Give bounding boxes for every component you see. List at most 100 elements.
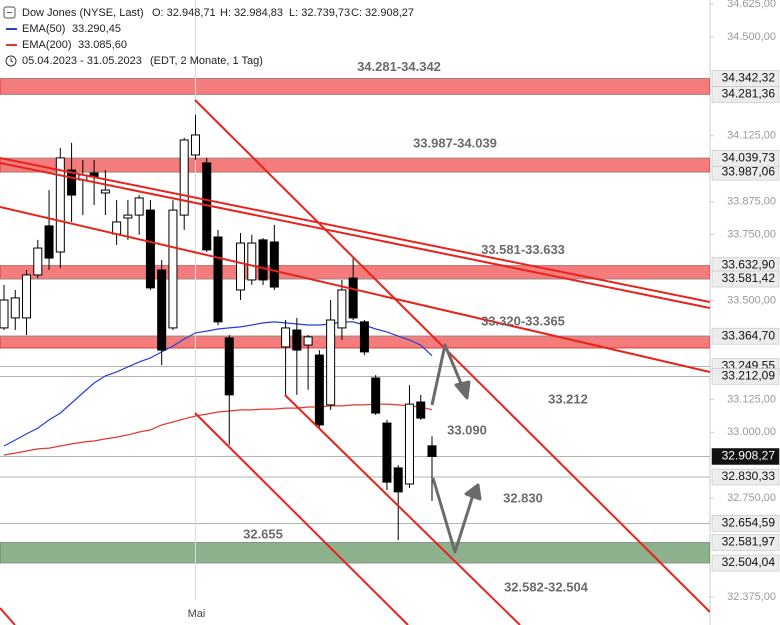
candle-body <box>67 169 77 196</box>
legend-name: EMA(50) <box>22 23 65 35</box>
price-box-label: 34.342,32 <box>722 71 776 85</box>
candle-body <box>33 247 43 276</box>
annotation: 33.212 <box>548 391 588 406</box>
zone <box>0 335 710 349</box>
arrow <box>431 477 476 554</box>
candle-body <box>427 445 437 457</box>
candle-body <box>258 239 268 281</box>
price-box <box>711 448 780 465</box>
trend-line <box>0 607 16 625</box>
y-tick-label: 32.750,00 <box>727 492 776 504</box>
price-box <box>711 149 780 167</box>
price-box <box>711 368 780 385</box>
ohlc-close: C: 32.908,27 <box>351 7 414 19</box>
price-box-label: 33.581,42 <box>722 271 776 285</box>
ema-line <box>3 403 433 456</box>
x-tick-label: Mai <box>188 608 206 620</box>
legend-value: 33.290,45 <box>72 23 121 35</box>
candle-body <box>314 354 324 426</box>
zone <box>0 157 710 173</box>
candle-body <box>348 277 358 319</box>
candle-body <box>213 236 223 323</box>
instrument-title: Dow Jones (NYSE, Last) <box>22 7 144 19</box>
price-box-label: 33.987,06 <box>722 164 776 178</box>
y-tick-label: 33.750,00 <box>727 229 776 241</box>
annotations: 34.281-34.342 33.987-34.039 33.581-33.633 3… <box>243 59 589 595</box>
arrow-head <box>454 380 471 400</box>
candle-body <box>100 189 110 194</box>
candle-body <box>269 241 279 288</box>
candle-body <box>382 422 392 483</box>
y-tick-label: 33.875,00 <box>727 196 776 208</box>
price-box-label: 32.908,27 <box>722 449 776 463</box>
trend-line <box>284 394 521 625</box>
legend-value: 33.085,60 <box>78 39 127 51</box>
price-box-label: 33.364,70 <box>722 328 776 342</box>
candle-body <box>371 377 381 414</box>
y-axis: Mai 34.625,00 34.500,00 34.125,00 33.875,00 3… <box>188 0 780 620</box>
trend-line <box>0 157 710 303</box>
zone <box>0 264 710 280</box>
y-tick-label: 34.500,00 <box>727 31 776 43</box>
y-tick-label: 34.125,00 <box>727 130 776 142</box>
candle-body <box>236 242 246 291</box>
zone-label: 32.582-32.504 <box>504 579 589 594</box>
candle-body <box>404 403 414 485</box>
y-tick-label: 32.375,00 <box>727 591 776 603</box>
price-box <box>711 86 780 103</box>
price-box-label: 33.212,09 <box>722 369 776 383</box>
trend-line <box>0 206 710 373</box>
price-box <box>711 270 780 288</box>
y-tick-label: 33.500,00 <box>727 294 776 306</box>
price-box <box>711 515 780 532</box>
candle-body <box>337 289 347 329</box>
candle-body <box>123 214 133 219</box>
clock-icon <box>10 58 14 63</box>
legend-name: EMA(200) <box>22 39 72 51</box>
zone-label: 33.987-34.039 <box>413 136 497 151</box>
candle-body <box>416 401 426 419</box>
date-range: 05.04.2023 - 31.05.2023 <box>22 55 142 67</box>
price-box-label: 34.039,73 <box>722 150 776 164</box>
price-box-label: 32.830,33 <box>722 469 776 483</box>
price-box-label: 32.504,04 <box>722 555 776 569</box>
header: Dow Jones (NYSE, Last) O: 32.948,71 H: 3… <box>3 6 414 67</box>
ohlc-open: O: 32.948,71 <box>152 7 216 19</box>
candle-body <box>22 274 32 319</box>
annotation: 33.090 <box>447 422 487 437</box>
price-box-label: 33.632,90 <box>722 258 776 272</box>
candle-body <box>190 134 200 156</box>
ohlc-high: H: 32.984,83 <box>220 7 283 19</box>
candle-body <box>359 321 369 353</box>
zone-label: 33.581-33.633 <box>481 242 565 257</box>
grid <box>0 0 710 600</box>
candle-body <box>179 139 189 216</box>
projection-arrows <box>430 343 482 554</box>
ohlc-low: L: 32.739,73 <box>289 7 350 19</box>
price-box <box>711 327 780 345</box>
zone <box>0 77 710 96</box>
price-box <box>711 534 780 551</box>
range-note: (EDT, 2 Monate, 1 Tag) <box>150 55 263 67</box>
trend-line <box>0 162 710 309</box>
candle-body <box>303 336 313 346</box>
annotation: 32.830 <box>503 490 543 505</box>
arrow-head <box>464 483 482 501</box>
candle-body <box>44 225 54 259</box>
arrow <box>430 343 467 406</box>
zone <box>0 542 710 564</box>
candles <box>0 114 437 541</box>
candle-body <box>224 337 234 396</box>
trend-line <box>194 99 710 613</box>
candle-body <box>10 297 20 319</box>
toggle-icon[interactable] <box>3 6 16 19</box>
candle-body <box>393 467 403 493</box>
annotation: 32.655 <box>243 526 283 541</box>
zone-label: 34.281-34.342 <box>357 59 441 74</box>
price-box <box>711 554 780 572</box>
zone-label: 33.320-33.365 <box>481 314 565 329</box>
candle-body <box>55 157 65 253</box>
price-box-label: 32.654,59 <box>722 516 776 530</box>
